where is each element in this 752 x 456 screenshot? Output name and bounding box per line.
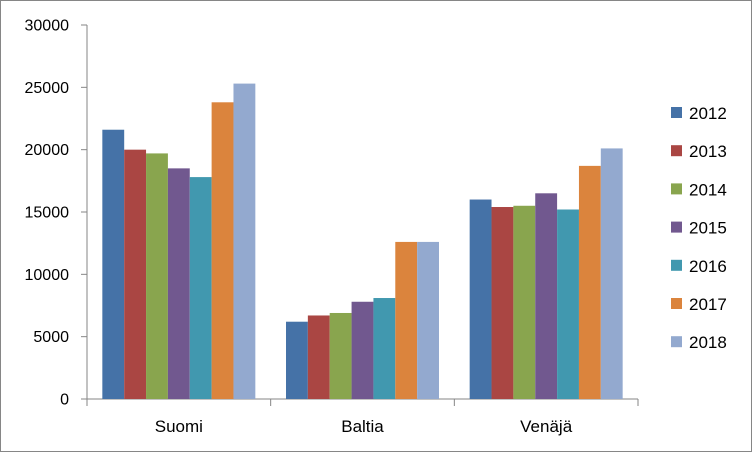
bar-2015-venäjä (535, 193, 558, 399)
legend-label: 2016 (689, 257, 727, 276)
bar-2013-venäjä (491, 207, 514, 399)
bar-2017-baltia (395, 241, 418, 399)
bar-2017-venäjä (578, 165, 601, 399)
bar-2012-suomi (102, 129, 125, 399)
x-category-label: Suomi (155, 417, 203, 436)
bar-2015-suomi (167, 168, 190, 399)
legend-label: 2013 (689, 142, 727, 161)
legend-swatch (671, 336, 682, 348)
y-tick-label: 25000 (25, 80, 70, 97)
legend-swatch (671, 259, 682, 271)
bar-2016-baltia (373, 298, 396, 399)
bar-2016-venäjä (557, 209, 579, 399)
x-axis: Suomi Baltia Venäjä (86, 398, 639, 436)
legend-swatch (671, 183, 682, 195)
x-category-label: Baltia (341, 417, 384, 436)
y-axis: 0 5000 10000 15000 20000 25000 30000 (25, 18, 88, 409)
legend-label: 2017 (689, 295, 727, 314)
bar-2015-baltia (351, 301, 374, 399)
bar-2017-suomi (211, 102, 234, 399)
bar-2018-venäjä (600, 148, 623, 399)
bars (102, 83, 623, 400)
legend-label: 2014 (689, 180, 727, 199)
bar-2018-suomi (233, 83, 256, 400)
y-tick-label: 0 (60, 392, 69, 409)
legend-swatch (671, 107, 682, 118)
legend-label: 2012 (689, 104, 727, 123)
legend-label: 2018 (689, 333, 727, 352)
bar-2014-baltia (329, 312, 352, 399)
bar-2014-venäjä (513, 205, 536, 399)
y-tick-label: 10000 (25, 267, 70, 284)
y-tick-label: 15000 (25, 205, 70, 222)
y-tick-label: 30000 (25, 18, 70, 35)
bar-2012-venäjä (469, 199, 492, 399)
x-category-label: Venäjä (520, 417, 573, 436)
bar-2012-baltia (286, 321, 308, 399)
y-tick-label: 5000 (33, 329, 69, 346)
legend-swatch (671, 145, 682, 157)
bar-2013-baltia (307, 315, 330, 399)
bar-2013-suomi (124, 149, 147, 399)
legend: 2012 2013 2014 2015 2016 2017 2018 (671, 104, 727, 352)
y-tick-label: 20000 (25, 142, 70, 159)
legend-swatch (671, 298, 682, 309)
bar-2014-suomi (146, 153, 168, 399)
bar-2016-suomi (189, 177, 212, 399)
legend-swatch (671, 221, 682, 233)
bar-2018-baltia (417, 241, 439, 399)
legend-label: 2015 (689, 219, 727, 238)
